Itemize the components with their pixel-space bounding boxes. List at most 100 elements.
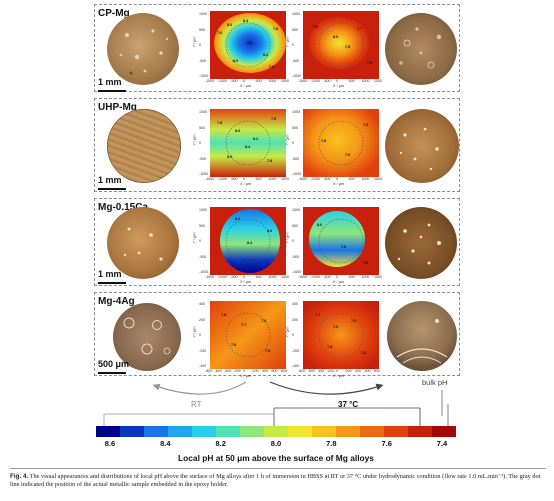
y-tick-label: 1000 [292, 12, 300, 16]
y-tick-label: -200 [199, 348, 207, 353]
y-axis-title: Y / μm [192, 36, 197, 48]
x-axis-title: X / μm [240, 280, 252, 284]
x-tick-label: -500 [230, 275, 238, 279]
y-tick-label: 500 [292, 125, 298, 130]
pits-decor [399, 27, 442, 69]
y-tick-label: 500 [199, 27, 205, 32]
colorbar-cell [120, 426, 144, 437]
colorbar-tick-label: 7.6 [381, 439, 392, 448]
sample-photo-rt [107, 207, 179, 279]
x-tick-label: -600 [214, 369, 222, 373]
x-tick-label: 500 [255, 79, 262, 83]
contour-label: 7.6 [345, 153, 351, 157]
contour-label: 7.8 [321, 139, 327, 143]
x-tick-label: -400 [317, 369, 325, 373]
contour-label: 8.2 [253, 137, 259, 141]
bulk-ph-label: bulk pH [422, 378, 448, 387]
x-tick-label: -1000 [310, 177, 320, 181]
y-tick-label: -400 [199, 364, 207, 368]
y-tick-label: -500 [292, 58, 300, 63]
x-tick-label: -1000 [217, 275, 227, 279]
y-tick-label: 200 [292, 317, 298, 322]
x-tick-label: -1500 [205, 79, 215, 83]
contour-label: 8.2 [235, 217, 241, 221]
x-tick-label: 0 [336, 79, 338, 83]
y-tick-label: -500 [292, 254, 300, 259]
x-tick-label: 800 [281, 369, 287, 373]
sample-label: Mg-0.15Ca [98, 202, 149, 213]
x-axis-title: X / μm [240, 182, 252, 186]
x-tick-label: 500 [255, 177, 262, 181]
y-tick-label: 1000 [199, 208, 207, 212]
x-tick-label: 800 [374, 369, 380, 373]
colorbar-cell [288, 426, 312, 437]
x-axis-title: X / μm [240, 374, 252, 378]
contour-label: 7.6 [363, 261, 369, 265]
sample-label: Mg-4Ag [98, 296, 135, 307]
x-tick-label: -500 [230, 177, 238, 181]
y-tick-label: -1000 [292, 74, 302, 78]
x-tick-label: -1000 [217, 79, 227, 83]
panel-mg-015ca: Mg-0.15Ca 1 mm [94, 198, 460, 286]
condition-37c-label: 37 °C [338, 400, 359, 409]
contour-label: 8.4 [245, 145, 251, 149]
x-axis-title: X / μm [333, 374, 345, 378]
y-tick-label: 0 [199, 141, 201, 145]
y-tick-label: 0 [292, 141, 294, 145]
x-tick-label: -1500 [298, 177, 308, 181]
contour-label: 7.8 [217, 121, 223, 125]
sample-photo-rt [107, 109, 181, 183]
y-tick-label: -1000 [292, 270, 302, 274]
contour-label: 7.6 [271, 117, 277, 121]
x-tick-label: -500 [230, 79, 238, 83]
colorbar-cell [432, 426, 456, 437]
colorbar-tick-label: 7.8 [326, 439, 337, 448]
y-tick-label: 500 [292, 223, 298, 228]
x-tick-label: 500 [348, 275, 355, 279]
x-axis-title: X / μm [333, 84, 345, 88]
x-tick-label: 1500 [374, 177, 382, 181]
contour-label: 7.8 [231, 343, 237, 347]
x-tick-label: -500 [323, 79, 331, 83]
caption-label: Fig. 4. [10, 473, 29, 480]
colorbar-cell [360, 426, 384, 437]
y-axis-title: Y / μm [285, 326, 290, 338]
scale-label: 1 mm [98, 175, 122, 185]
contour-label: 7.6 [313, 25, 319, 29]
figure: CP-Mg 1 mm [94, 4, 462, 376]
colorbar-gradient [96, 426, 456, 437]
ph-map-rt [210, 109, 286, 177]
x-tick-label: 500 [348, 177, 355, 181]
contour-label: 7.8 [327, 345, 333, 349]
contour-label: 8.0 [235, 129, 241, 133]
x-tick-label: 400 [262, 369, 268, 373]
contour-label: 8.0 [227, 155, 233, 159]
y-tick-label: 1000 [199, 110, 207, 114]
x-tick-label: 200 [252, 369, 259, 373]
x-tick-label: 0 [336, 369, 338, 373]
x-tick-label: -600 [307, 369, 315, 373]
x-tick-label: -200 [326, 369, 334, 373]
contour-label: 7.6 [261, 319, 267, 323]
colorbar-cell [144, 426, 168, 437]
colorbar-cell [216, 426, 240, 437]
contour-label: 8.0 [227, 23, 233, 27]
x-tick-label: 0 [243, 177, 245, 181]
y-tick-label: -1000 [199, 74, 209, 78]
x-tick-label: -1000 [310, 79, 320, 83]
texture-decor [107, 109, 181, 183]
y-tick-label: 500 [292, 27, 298, 32]
colorbar-tick-label: 8.2 [215, 439, 226, 448]
sample-photo-37c [385, 13, 457, 85]
contour-label: 8.0 [333, 35, 339, 39]
x-tick-label: 1500 [281, 275, 289, 279]
contour-label: 7.8 [341, 245, 347, 249]
colorbar-cell [168, 426, 192, 437]
sample-photo-37c [385, 109, 459, 183]
y-tick-label: 1000 [292, 110, 300, 114]
sample-photo-rt [107, 13, 179, 85]
contour-label: 7.6 [361, 351, 367, 355]
y-axis-title: Y / μm [192, 326, 197, 338]
x-tick-label: 200 [345, 369, 352, 373]
y-tick-label: 400 [199, 302, 205, 306]
